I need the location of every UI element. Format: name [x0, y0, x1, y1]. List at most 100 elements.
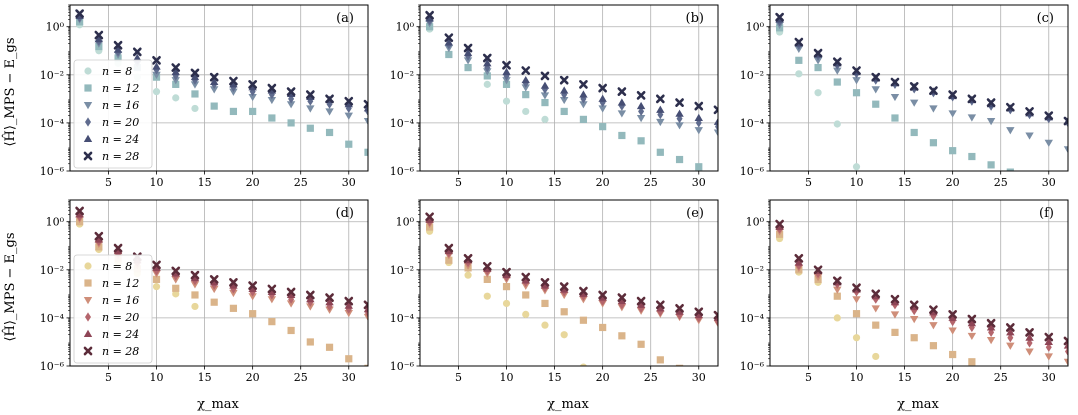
x-tick-label-e: 5	[455, 371, 462, 384]
y-tick-label-b: 10⁰	[396, 21, 415, 34]
point-a-s6-12	[286, 87, 296, 96]
x-tick-label-f: 30	[1042, 371, 1056, 384]
point-c-s6-14	[1025, 107, 1034, 116]
x-tick-label-b: 30	[692, 176, 706, 189]
point-d-s5-11	[267, 287, 277, 295]
point-e-s5-14	[675, 307, 684, 315]
plot-area-b	[420, 5, 718, 171]
y-tick-label-d: 10⁻⁴	[40, 312, 65, 325]
point-f-s6-3	[813, 265, 823, 275]
x-tick-label-a: 30	[342, 176, 356, 189]
point-c-s2-8	[910, 128, 918, 137]
x-axis-title-e: χ_max	[547, 397, 589, 412]
point-d-s5-1	[75, 210, 84, 218]
point-b-s3-10	[598, 105, 607, 113]
point-c-s6-1	[775, 12, 784, 22]
y-axis-title-top: ⟨Ĥ⟩_MPS − E_gs	[2, 37, 18, 146]
point-b-s3-11	[617, 110, 627, 118]
point-c-s2-13	[1006, 168, 1014, 171]
point-a-s6-2	[94, 30, 104, 40]
y-tick-label-c: 10⁰	[746, 21, 765, 34]
point-d-s6-12	[286, 287, 296, 297]
legend-marker-d-5	[83, 329, 93, 337]
point-c-s1-5	[852, 163, 861, 171]
point-d-s6-13	[305, 290, 315, 300]
point-c-s6-5	[852, 66, 861, 75]
point-a-s6-9	[229, 76, 238, 86]
point-f-s6-10	[948, 310, 958, 319]
point-a-s6-3	[113, 40, 123, 50]
point-b-s5-16	[713, 117, 718, 125]
point-c-s6-15	[1044, 111, 1054, 121]
point-e-s5-15	[694, 310, 703, 319]
series-group-f	[775, 219, 1068, 366]
y-tick-label-a: 10⁻⁶	[40, 165, 65, 178]
point-b-s5-6	[521, 75, 530, 84]
y-tick-label-d: 10⁻⁶	[40, 360, 65, 373]
legend-marker-d-3	[83, 297, 93, 305]
point-d-s6-2	[94, 231, 104, 241]
point-c-s3-14	[1025, 132, 1034, 140]
point-b-s6-3	[463, 43, 473, 53]
point-f-s2-11	[968, 358, 976, 366]
point-b-s5-12	[636, 101, 646, 110]
panel-f: 5 10 15 20 25 30 10⁻⁶ 10⁻⁴ 10⁻² 10⁰ (f)	[740, 199, 1069, 384]
point-d-s3-11	[267, 296, 277, 304]
point-b-s6-12	[636, 90, 646, 100]
point-d-s5-9	[229, 281, 238, 289]
panel-c: 5 10 15 20 25 30 10⁻⁶ 10⁻⁴ 10⁻² 10⁰ (c)	[740, 4, 1069, 189]
point-f-s6-14	[1025, 328, 1034, 337]
panel-e: 5 10 15 20 25 30 10⁻⁶ 10⁻⁴ 10⁻² 10⁰ (e)	[390, 199, 719, 384]
point-b-s3-6	[521, 84, 530, 92]
point-e-s6-6	[521, 272, 531, 282]
point-c-s3-11	[967, 114, 977, 122]
point-f-s6-16	[1063, 336, 1068, 346]
point-b-s3-7	[540, 92, 550, 100]
panel-grid: 5 10 15 20 25 30 10⁻⁶ 10⁻⁴ 10⁻² 10⁰ (a) n = 8 n = 12…	[40, 4, 1069, 384]
point-b-s2-3	[464, 63, 472, 72]
point-e-s6-11	[617, 293, 627, 302]
point-b-s2-2	[445, 50, 453, 59]
point-a-s6-4	[132, 47, 142, 57]
point-a-s3-5	[152, 71, 161, 80]
y-tick-label-f: 10⁻²	[740, 264, 764, 277]
legend-marker-d-1	[84, 262, 92, 270]
point-b-s1-6	[522, 107, 530, 116]
point-e-s5-7	[540, 281, 550, 289]
point-b-s5-14	[675, 109, 684, 117]
point-f-s3-8	[909, 316, 919, 324]
point-b-s5-1	[425, 14, 434, 22]
y-tick-label-b: 10⁻²	[390, 69, 414, 82]
x-tick-label-d: 10	[150, 371, 164, 384]
y-tick-label-e: 10⁻⁶	[390, 360, 415, 373]
point-d-s6-15	[344, 296, 354, 306]
point-c-s2-10	[949, 147, 957, 155]
point-b-s6-5	[502, 60, 511, 70]
point-e-s5-6	[521, 276, 530, 284]
point-a-s1-5	[152, 88, 161, 96]
point-e-s5-8	[559, 285, 569, 293]
point-f-s6-8	[909, 300, 919, 310]
point-d-s6-7	[190, 270, 200, 280]
point-e-s1-3	[464, 271, 472, 279]
point-b-s2-15	[695, 163, 703, 171]
point-d-s5-12	[286, 290, 296, 298]
point-c-s3-7	[890, 93, 900, 102]
point-f-s6-6	[871, 289, 881, 299]
point-e-s5-12	[636, 300, 646, 308]
point-a-s6-6	[171, 63, 181, 72]
point-c-s6-2	[794, 37, 804, 47]
point-a-s3-16	[363, 118, 368, 126]
point-a-s2-12	[287, 119, 295, 127]
point-b-s6-15	[694, 101, 704, 111]
point-f-s3-4	[833, 286, 842, 294]
point-a-s3-9	[229, 88, 238, 96]
plot-area-e	[420, 200, 718, 366]
point-d-s2-6	[172, 284, 180, 292]
point-d-s5-3	[113, 246, 123, 255]
point-e-s6-15	[694, 307, 704, 317]
axes-frame-d	[69, 199, 369, 367]
point-f-s5-10	[948, 313, 957, 321]
point-e-s2-8	[560, 308, 568, 316]
point-c-s6-3	[813, 48, 823, 58]
